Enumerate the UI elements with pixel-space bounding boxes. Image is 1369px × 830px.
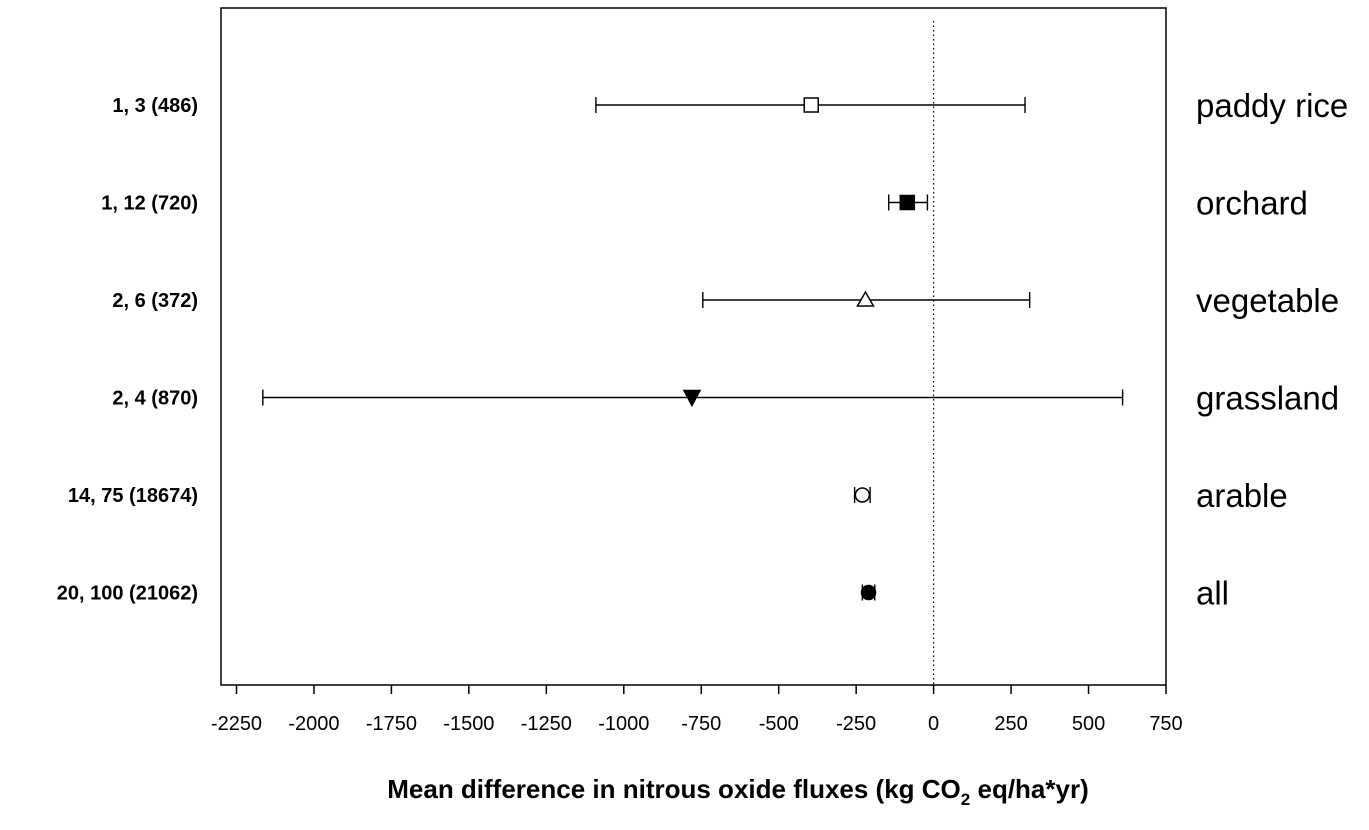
x-tick-label: 250 — [994, 713, 1027, 735]
row-stat-label: 2, 4 (870) — [112, 388, 198, 410]
x-tick-label: -1500 — [443, 713, 494, 735]
row-grassland: 2, 4 (870) grassland — [112, 380, 1339, 417]
mean-marker-circle — [854, 487, 871, 503]
plot-frame — [220, 7, 1167, 686]
x-tick-label: -1250 — [521, 713, 572, 735]
x-tick-label: -1000 — [598, 713, 649, 735]
row-stat-label: 1, 12 (720) — [101, 193, 198, 215]
x-axis-title-tail: eq/ha*yr) — [970, 774, 1089, 804]
row-arable: 14, 75 (18674) arable — [68, 477, 1288, 514]
row-stat-label: 14, 75 (18674) — [68, 485, 198, 507]
row-category-label: arable — [1196, 477, 1288, 514]
x-axis-title-main: Mean difference in nitrous oxide fluxes … — [387, 774, 961, 804]
mean-marker-square — [803, 97, 819, 113]
x-tick-label: 750 — [1149, 713, 1182, 735]
row-category-label: grassland — [1196, 380, 1339, 417]
row-stat-label: 20, 100 (21062) — [57, 583, 198, 605]
data-rows: 1, 3 (486) paddy rice 1, 12 (720) orchard 2,… — [57, 87, 1349, 612]
x-tick-label: -750 — [681, 713, 721, 735]
x-tick-label: 500 — [1072, 713, 1105, 735]
row-category-label: all — [1196, 575, 1229, 612]
x-tick-label: -250 — [836, 713, 876, 735]
row-stat-label: 1, 3 (486) — [112, 95, 198, 117]
row-all: 20, 100 (21062) all — [57, 575, 1229, 612]
x-tick-label: -1750 — [366, 713, 417, 735]
mean-marker-triangle-up — [856, 290, 875, 307]
x-tick-label: -2000 — [288, 713, 339, 735]
row-category-label: vegetable — [1196, 282, 1339, 319]
row-category-label: orchard — [1196, 185, 1308, 222]
mean-marker-circle — [860, 584, 877, 601]
mean-marker-triangle-down — [682, 389, 702, 408]
mean-marker-square — [899, 194, 916, 211]
x-tick-label: 0 — [928, 713, 939, 735]
row-paddy-rice: 1, 3 (486) paddy rice — [112, 87, 1348, 124]
x-axis-title-subscript: 2 — [961, 790, 970, 809]
row-vegetable: 2, 6 (372) vegetable — [112, 282, 1339, 319]
x-axis-title: Mean difference in nitrous oxide fluxes … — [387, 774, 1089, 809]
row-category-label: paddy rice — [1196, 87, 1348, 124]
x-tick-label: -2250 — [211, 713, 262, 735]
row-orchard: 1, 12 (720) orchard — [101, 185, 1308, 222]
x-tick-label: -500 — [759, 713, 799, 735]
x-axis: -2250 -2000 -1750 -1500 -1250 -1000 -750 -500 -2… — [211, 685, 1183, 735]
row-stat-label: 2, 6 (372) — [112, 290, 198, 312]
